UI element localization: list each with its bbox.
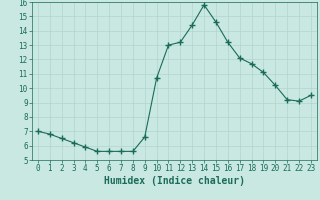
- X-axis label: Humidex (Indice chaleur): Humidex (Indice chaleur): [104, 176, 245, 186]
